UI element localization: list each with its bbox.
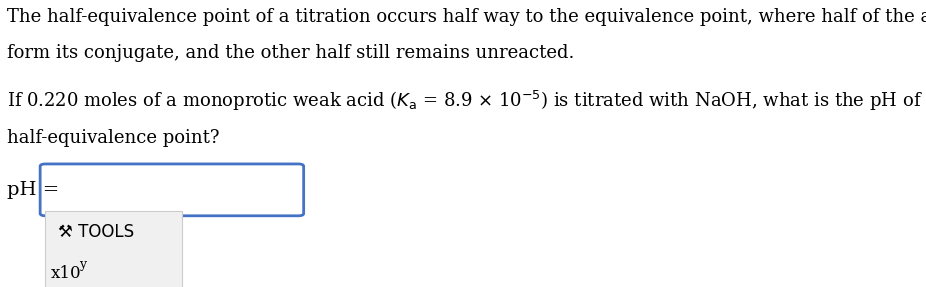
FancyBboxPatch shape xyxy=(45,211,182,287)
Text: y: y xyxy=(80,258,86,271)
Text: x10: x10 xyxy=(51,265,81,282)
FancyBboxPatch shape xyxy=(40,164,304,216)
Text: The half-equivalence point of a titration occurs half way to the equivalence poi: The half-equivalence point of a titratio… xyxy=(6,8,926,26)
Text: pH =: pH = xyxy=(6,181,59,199)
Text: form its conjugate, and the other half still remains unreacted.: form its conjugate, and the other half s… xyxy=(6,44,574,62)
Text: ⚒ TOOLS: ⚒ TOOLS xyxy=(58,223,134,241)
Text: If 0.220 moles of a monoprotic weak acid ($K_\mathrm{a}$ = 8.9 $\times$ 10$^{-5}: If 0.220 moles of a monoprotic weak acid… xyxy=(6,89,926,113)
Text: half-equivalence point?: half-equivalence point? xyxy=(6,129,219,147)
